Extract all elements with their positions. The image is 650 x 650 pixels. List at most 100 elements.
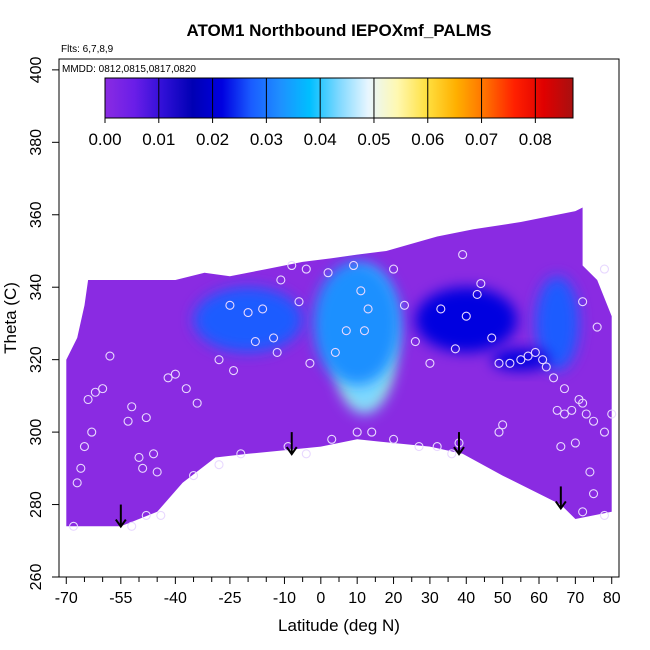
sample-point [578, 507, 588, 517]
sample-point [156, 510, 166, 520]
sample-point [352, 427, 362, 437]
down-arrow-icon [453, 432, 465, 456]
sample-point [225, 300, 235, 310]
sample-point [305, 358, 315, 368]
sample-point [98, 384, 108, 394]
colorbar-bar [104, 77, 574, 119]
chart-title: ATOM1 Northbound IEPOXmf_PALMS [186, 21, 491, 40]
sample-point [578, 398, 588, 408]
sample-point [327, 434, 337, 444]
y-tick-label: 260 [28, 564, 45, 591]
sample-point [243, 308, 253, 318]
sample-point [523, 351, 533, 361]
sample-point [567, 405, 577, 415]
sample-point [552, 405, 562, 415]
x-tick-label: -10 [273, 590, 296, 607]
sample-point [585, 467, 595, 477]
y-tick-label: 280 [28, 491, 45, 518]
sample-point [559, 384, 570, 394]
sample-point [83, 394, 93, 405]
sample-point [68, 521, 79, 531]
x-tick-label: -40 [164, 590, 187, 607]
x-axis: -70 -55 -40 -25 -10 0 10 20 30 40 50 60 70 80 [55, 577, 621, 607]
y-tick-label: 400 [28, 56, 45, 83]
sample-point [414, 442, 424, 452]
sample-point [548, 373, 559, 383]
sample-point [341, 326, 351, 336]
sample-point [323, 268, 333, 278]
sample-point [588, 416, 599, 426]
sample-point [301, 449, 311, 459]
x-tick-label: 0 [316, 590, 325, 607]
sample-point [272, 347, 282, 357]
sample-point [494, 358, 504, 368]
sample-point [450, 344, 460, 354]
x-tick-label: 50 [494, 590, 512, 607]
sample-point [599, 510, 610, 520]
sample-point [181, 384, 191, 394]
sample-point [516, 355, 526, 365]
sample-point [356, 286, 366, 296]
sample-point [581, 409, 591, 419]
sample-point [330, 347, 340, 357]
sample-points [68, 250, 617, 531]
x-tick-label: -25 [218, 590, 241, 607]
colorbar: 0.00 0.01 0.02 0.03 0.04 0.05 0.06 0.07 0.08 [88, 77, 574, 149]
sample-point [214, 355, 224, 365]
sample-point [127, 521, 137, 531]
sample-point [388, 264, 399, 274]
sample-point [359, 326, 370, 336]
sample-point [287, 260, 297, 271]
sample-point [432, 442, 442, 452]
sample-point [123, 416, 133, 426]
colorbar-tick-label: 0.08 [519, 130, 552, 149]
y-tick-label: 380 [28, 129, 45, 156]
down-arrow-icon [285, 432, 298, 456]
y-axis-label: Theta (C) [1, 282, 20, 354]
heatmap-hotspot [193, 287, 303, 353]
sample-point [214, 460, 224, 470]
sample-point [301, 264, 311, 274]
colorbar-tick-label: 0.05 [357, 130, 390, 149]
sample-point [105, 351, 115, 361]
x-tick-label: -70 [55, 590, 78, 607]
sample-point [170, 369, 180, 379]
sample-point [236, 449, 246, 459]
sample-point [258, 304, 268, 314]
sample-point [494, 427, 504, 437]
flights-note: Flts: 6,7,8,9 [61, 44, 114, 55]
y-tick-label: 360 [28, 201, 45, 228]
y-axis: 260 280 300 320 340 360 380 400 [28, 56, 59, 590]
x-tick-label: 20 [385, 590, 403, 607]
sample-point [268, 333, 279, 343]
colorbar-tick-label: 0.04 [304, 130, 337, 149]
sample-point [556, 442, 566, 452]
x-axis-label: Latitude (deg N) [278, 616, 400, 635]
colorbar-tick-label: 0.02 [196, 130, 229, 149]
sample-point [447, 449, 457, 459]
x-tick-label: 70 [566, 590, 584, 607]
sample-point [367, 427, 377, 437]
sample-point [87, 427, 97, 437]
sample-point [141, 510, 151, 520]
sample-point [72, 478, 82, 488]
sample-point [388, 434, 399, 444]
sample-point [458, 250, 468, 260]
sample-point [76, 463, 86, 473]
sample-point [570, 438, 580, 448]
sample-point [530, 347, 540, 357]
sample-point [505, 358, 515, 368]
sample-point [363, 304, 373, 314]
x-tick-label: -55 [109, 590, 132, 607]
sample-point [472, 289, 482, 300]
sample-point [399, 300, 410, 310]
sample-point [599, 264, 610, 274]
x-tick-label: 30 [421, 590, 439, 607]
sample-point [228, 365, 239, 376]
dates-note: MMDD: 0812,0815,0817,0820 [62, 64, 196, 75]
sample-point [436, 304, 446, 314]
colorbar-tick-label: 0.07 [465, 130, 498, 149]
sample-point [425, 358, 435, 368]
y-tick-label: 300 [28, 419, 45, 446]
